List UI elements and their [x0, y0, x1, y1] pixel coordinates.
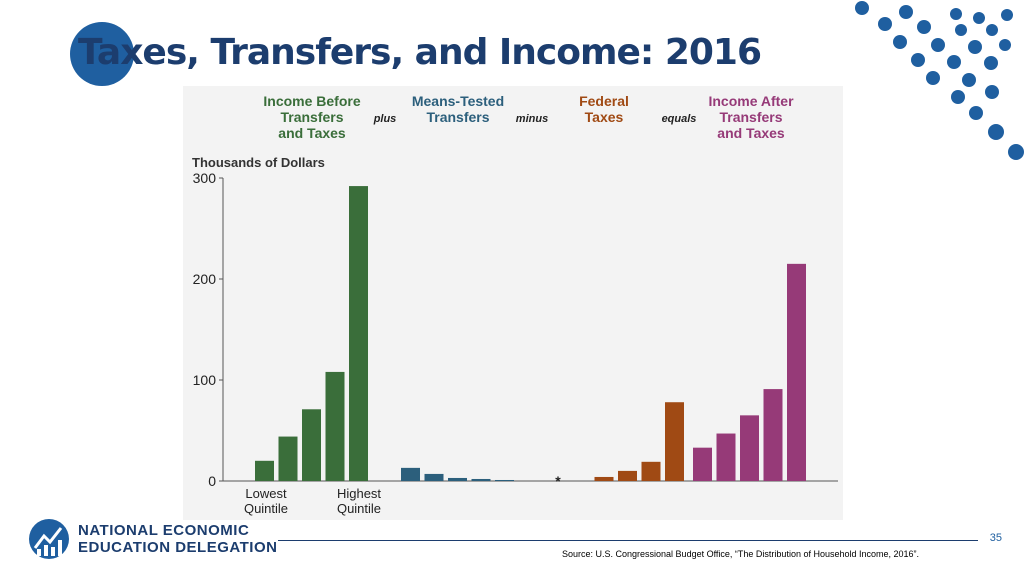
legend-series-0: Income Before Transfers and Taxes: [263, 93, 360, 141]
bar-2-4: [665, 402, 684, 481]
y-tick-label: 300: [193, 170, 217, 186]
operator-minus: minus: [516, 113, 548, 125]
bar-3-3: [763, 389, 783, 481]
y-tick-label: 100: [193, 372, 217, 388]
bar-2-3: [641, 461, 661, 481]
legend-series-3: Income After Transfers and Taxes: [708, 93, 794, 141]
bar-3-1: [716, 433, 736, 481]
y-tick-label: 200: [193, 271, 217, 287]
legend-series-1: Means-Tested Transfers: [412, 93, 504, 125]
bar-0-4: [349, 186, 368, 481]
bar-1-2: [448, 477, 467, 481]
y-axis-title: Thousands of Dollars: [192, 155, 325, 170]
org-name-line1: NATIONAL ECONOMIC: [78, 522, 250, 539]
source-note: Source: U.S. Congressional Budget Office…: [562, 549, 920, 559]
y-tick-label: 0: [208, 473, 216, 489]
x-category-label-0: Lowest Quintile: [244, 486, 288, 516]
bar-1-1: [424, 473, 444, 481]
decorative-dots: [855, 1, 1024, 160]
page-number: 35: [989, 532, 1002, 544]
bar-3-2: [740, 415, 759, 481]
org-name-line2: EDUCATION DELEGATION: [78, 539, 278, 556]
org-logo-icon: [29, 519, 69, 559]
operator-plus: plus: [373, 113, 397, 125]
operator-equals: equals: [662, 113, 697, 125]
bar-3-4: [787, 263, 806, 481]
bar-3-0: [693, 447, 712, 481]
title-circle-decoration: [70, 22, 134, 86]
x-category-label-1: Highest Quintile: [337, 486, 381, 516]
bar-1-4: [495, 479, 514, 481]
bar-0-1: [278, 436, 298, 481]
bar-0-3: [325, 371, 345, 481]
bar-0-2: [302, 409, 321, 481]
annotation-asterisk: *: [555, 473, 561, 489]
legend-series-2: Federal Taxes: [579, 93, 629, 125]
bar-2-2: [618, 470, 637, 481]
bar-1-3: [471, 478, 491, 481]
bar-2-1: [594, 476, 614, 481]
page-title: Taxes, Transfers, and Income: 2016: [78, 32, 762, 73]
bar-0-0: [255, 460, 274, 481]
footer-rule: [278, 540, 978, 541]
bar-1-0: [401, 467, 420, 481]
